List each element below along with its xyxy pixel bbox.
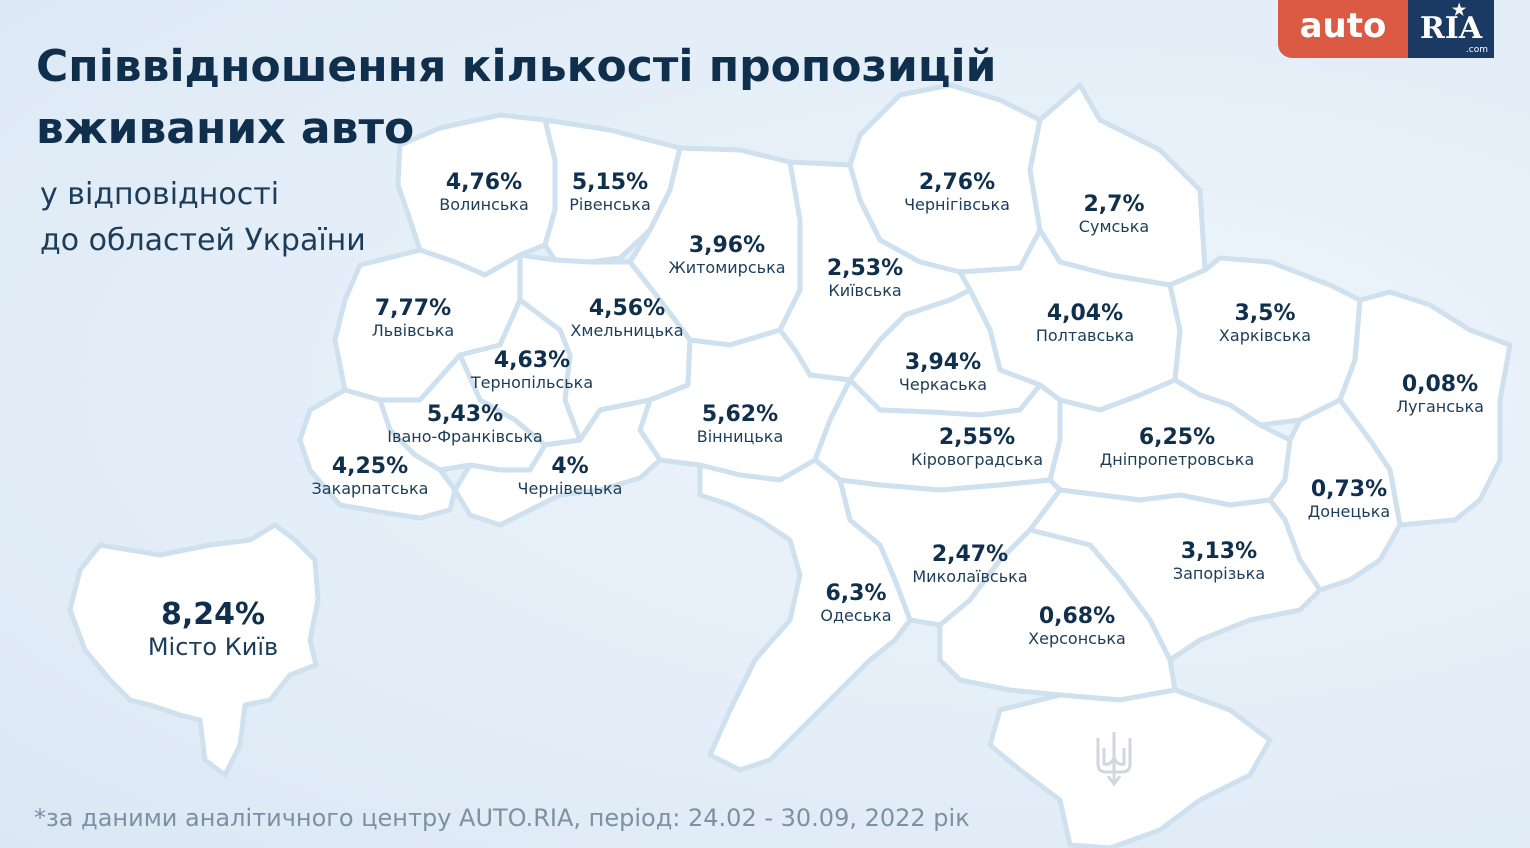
region-name: Запорізька (1172, 564, 1266, 583)
share-value: 7,77% (374, 296, 452, 321)
region-name: Харківська (1218, 326, 1312, 345)
share-value: 3,94% (904, 350, 982, 375)
subtitle-line-2: до областей України (40, 223, 366, 258)
region-name: Тернопільська (470, 373, 594, 392)
label-odeska: 6,3% Одеська (756, 581, 956, 626)
share-value: 4,25% (331, 454, 409, 479)
region-chernivetska (452, 397, 663, 528)
label-cherkaska: 3,94% Черкаська (843, 350, 1043, 395)
label-volynska: 4,76% Волинська (384, 170, 584, 215)
region-name: Львівська (371, 321, 455, 340)
label-ternopilska: 4,63% Тернопільська (432, 348, 632, 393)
share-value: 2,47% (931, 542, 1009, 567)
logo-auto-text: auto (1278, 0, 1408, 58)
label-poltavska: 4,04% Полтавська (985, 301, 1185, 346)
label-zaporizka: 3,13% Запорізька (1119, 539, 1319, 584)
label-kyivska: 2,53% Київська (765, 256, 965, 301)
label-lvivska: 7,77% Львівська (313, 296, 513, 341)
label-dnipropetrovska: 6,25% Дніпропетровська (1077, 425, 1277, 470)
share-value: 3,96% (688, 233, 766, 258)
region-name: Волинська (439, 195, 529, 214)
kyiv-city-shape (67, 522, 321, 778)
share-value: 4,63% (493, 348, 571, 373)
label-zakarpatska: 4,25% Закарпатська (270, 454, 470, 499)
region-name: Кіровоградська (910, 450, 1044, 469)
label-kharkivska: 3,5% Харківська (1165, 301, 1365, 346)
region-name: Житомирська (668, 258, 786, 277)
share-value: 4% (551, 454, 589, 479)
label-rivnenska: 5,15% Рівенська (510, 170, 710, 215)
region-name: Київська (828, 281, 902, 300)
share-value: 5,62% (701, 402, 779, 427)
page-subtitle: у відповідності до областей України (40, 172, 460, 264)
share-value: 6,25% (1138, 425, 1216, 450)
logo-star-icon: ★ (1452, 0, 1467, 19)
label-ivano-frankivska: 5,43% Івано-Франківська (365, 402, 565, 447)
share-value: 3,13% (1180, 539, 1258, 564)
share-value: 0,68% (1038, 604, 1116, 629)
label-chernivetska: 4% Чернівецька (470, 454, 670, 499)
share-value: 0,73% (1310, 477, 1388, 502)
label-vinnytska: 5,62% Вінницька (640, 402, 840, 447)
page-title: Співвідношення кількості пропозицій вжив… (36, 41, 997, 154)
region-name: Миколаївська (912, 567, 1028, 586)
label-donetska: 0,73% Донецька (1249, 477, 1449, 522)
label-kirovohradska: 2,55% Кіровоградська (877, 425, 1077, 470)
trident-icon (1096, 732, 1132, 787)
label-sumska: 2,7% Сумська (1014, 192, 1214, 237)
label-mykolaivska: 2,47% Миколаївська (870, 542, 1070, 587)
label-chernihivska: 2,76% Чернігівська (857, 170, 1057, 215)
share-value: 2,7% (1083, 192, 1145, 217)
share-value: 3,5% (1234, 301, 1296, 326)
region-volynska (395, 112, 558, 278)
logo-ria-block: ★ RIA .com (1408, 0, 1494, 58)
share-value: 2,55% (938, 425, 1016, 450)
region-name: Сумська (1078, 217, 1150, 236)
label-luhanska: 0,08% Луганська (1340, 372, 1530, 417)
region-name: Луганська (1396, 397, 1484, 416)
footnote: *за даними аналітичного центру AUTO.RIA,… (34, 804, 970, 832)
region-name: Одеська (820, 606, 892, 625)
region-zakarpatska (297, 387, 458, 521)
label-kyiv-city: 8,24% Місто Київ (113, 598, 313, 662)
share-value: 2,76% (918, 170, 996, 195)
share-value: 5,43% (426, 402, 504, 427)
logo-com-text: .com (1465, 45, 1488, 55)
region-name: Черкаська (898, 375, 988, 394)
share-value: 4,04% (1046, 301, 1124, 326)
region-name: Чернігівська (904, 195, 1010, 214)
share-value: 5,15% (571, 170, 649, 195)
share-value: 4,56% (588, 296, 666, 321)
label-zhytomyrska: 3,96% Житомирська (627, 233, 827, 278)
region-name: Полтавська (1035, 326, 1135, 345)
label-khersonska: 0,68% Херсонська (977, 604, 1177, 649)
share-value: 8,24% (160, 597, 266, 632)
region-name: Чернівецька (517, 479, 623, 498)
share-value: 4,76% (445, 170, 523, 195)
region-name: Закарпатська (311, 479, 429, 498)
region-name: Донецька (1307, 502, 1391, 521)
logo-ria-text: RIA (1419, 11, 1483, 46)
subtitle-line-1: у відповідності (40, 177, 280, 212)
autoria-logo[interactable]: auto ★ RIA .com (1278, 0, 1494, 58)
label-khmelnytska: 4,56% Хмельницька (527, 296, 727, 341)
region-name: Місто Київ (147, 633, 279, 661)
share-value: 2,53% (826, 256, 904, 281)
region-name: Рівенська (569, 195, 651, 214)
share-value: 6,3% (825, 581, 887, 606)
share-value: 0,08% (1401, 372, 1479, 397)
region-name: Дніпропетровська (1099, 450, 1255, 469)
region-name: Вінницька (696, 427, 784, 446)
region-name: Херсонська (1028, 629, 1126, 648)
region-name: Івано-Франківська (387, 427, 543, 446)
region-name: Хмельницька (570, 321, 684, 340)
region-odeska (697, 457, 913, 773)
